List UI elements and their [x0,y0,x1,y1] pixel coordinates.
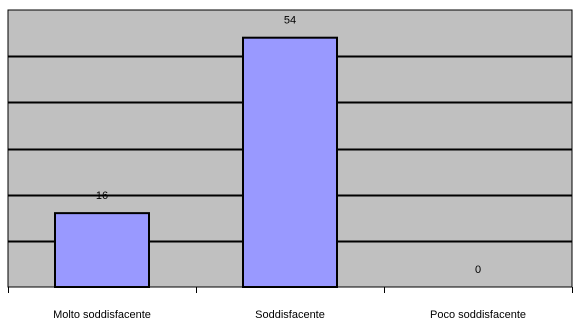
category-label: Poco soddisfacente [430,309,526,321]
category-label: Soddisfacente [255,309,325,321]
category-label: Molto soddisfacente [53,309,151,321]
data-label: 54 [284,15,296,27]
data-label: 16 [96,190,108,202]
bar [54,212,150,288]
bar [242,36,338,289]
data-label: 0 [475,264,481,276]
